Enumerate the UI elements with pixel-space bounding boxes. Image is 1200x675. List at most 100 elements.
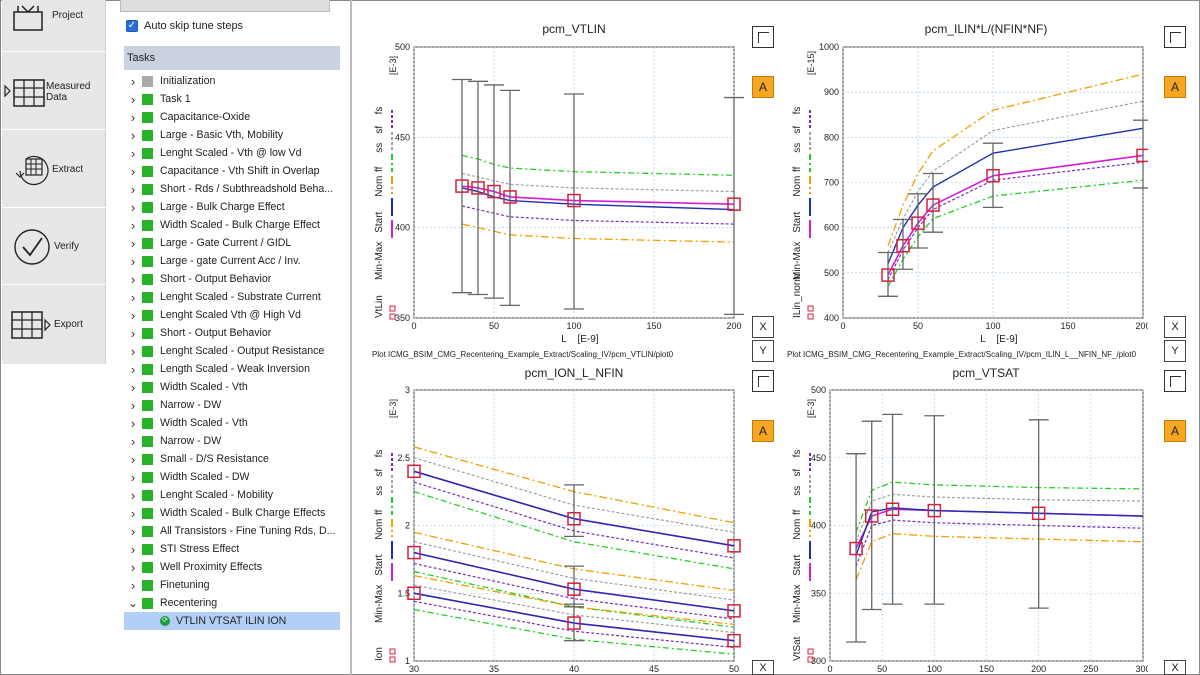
chart-ilin-norm[interactable]: 0 50 100 150 200 400 500 600 700 800 900 1000 ILin_n…	[770, 0, 1148, 364]
task-item[interactable]: › Small - D/S Resistance	[124, 450, 340, 468]
window-maximize-icon[interactable]	[1164, 370, 1186, 392]
x-axis-button[interactable]: X	[1164, 316, 1186, 338]
chevron-right-icon[interactable]: ›	[130, 235, 136, 251]
chart-vtlin[interactable]: 0 50 100 150 200 350 400 450 500 VtLin Min-Max Star…	[352, 0, 750, 364]
y-axis-button[interactable]: Y	[752, 340, 774, 362]
task-item[interactable]: ⌄ Recentering	[124, 594, 340, 612]
chevron-right-icon[interactable]: ›	[130, 253, 136, 269]
chevron-right-icon[interactable]: ›	[130, 469, 136, 485]
nav-extract-label: Extract	[52, 164, 84, 175]
chevron-right-icon[interactable]: ›	[130, 271, 136, 287]
task-item[interactable]: › Capacitance - Vth Shift in Overlap	[124, 162, 340, 180]
window-maximize-icon[interactable]	[1164, 26, 1186, 48]
chevron-right-icon[interactable]: ›	[130, 487, 136, 503]
checkbox-checked-icon[interactable]: ✓	[126, 20, 138, 32]
chevron-right-icon[interactable]: ›	[130, 199, 136, 215]
chevron-right-icon[interactable]: ›	[130, 109, 136, 125]
chevron-right-icon[interactable]: ›	[130, 145, 136, 161]
nav-extract[interactable]: Extract	[2, 131, 106, 208]
task-status-icon	[142, 435, 153, 447]
task-item[interactable]: › Large - gate Current Acc / Inv.	[124, 252, 340, 270]
task-item[interactable]: › Short - Output Behavior	[124, 270, 340, 288]
auto-scale-button[interactable]: A	[752, 76, 774, 98]
task-item[interactable]: › Large - Bulk Charge Effect	[124, 198, 340, 216]
task-item[interactable]: › All Transistors - Fine Tuning Rds, D...	[124, 522, 340, 540]
task-item-selected[interactable]: ⟳ VTLIN VTSAT ILIN ION	[124, 612, 340, 630]
chevron-right-icon[interactable]: ›	[130, 289, 136, 305]
task-item[interactable]: › Width Scaled - Vth	[124, 378, 340, 396]
task-item[interactable]: › Lenght Scaled Vth @ High Vd	[124, 306, 340, 324]
chevron-right-icon[interactable]: ›	[130, 523, 136, 539]
nav-project[interactable]: Project	[2, 0, 106, 52]
task-item[interactable]: › Finetuning	[124, 576, 340, 594]
task-item[interactable]: › Lenght Scaled - Mobility	[124, 486, 340, 504]
y-axis-button[interactable]: Y	[1164, 340, 1186, 362]
project-icon	[13, 5, 43, 31]
task-item[interactable]: › Narrow - DW	[124, 432, 340, 450]
task-item[interactable]: › Capacitance-Oxide	[124, 108, 340, 126]
y-tick-label: 450	[811, 453, 826, 463]
task-item[interactable]: › Large - Basic Vth, Mobility	[124, 126, 340, 144]
chevron-right-icon[interactable]: ›	[130, 325, 136, 341]
task-item[interactable]: › Length Scaled - Weak Inversion	[124, 360, 340, 378]
task-item[interactable]: › Well Proximity Effects	[124, 558, 340, 576]
task-item[interactable]: › Width Scaled - Vth	[124, 414, 340, 432]
auto-scale-button[interactable]: A	[1164, 76, 1186, 98]
chevron-right-icon[interactable]: ›	[130, 559, 136, 575]
nav-export[interactable]: Export	[2, 286, 106, 364]
chevron-right-icon[interactable]: ›	[130, 181, 136, 197]
task-item[interactable]: › Large - Gate Current / GIDL	[124, 234, 340, 252]
chevron-right-icon[interactable]: ›	[130, 127, 136, 143]
task-status-icon	[142, 273, 153, 285]
nav-measured-data[interactable]: Measured Data	[2, 54, 106, 130]
task-item[interactable]: › Lenght Scaled - Output Resistance	[124, 342, 340, 360]
chevron-right-icon[interactable]: ›	[130, 415, 136, 431]
task-item[interactable]: › Lenght Scaled - Substrate Current	[124, 288, 340, 306]
chevron-right-icon[interactable]: ›	[130, 91, 136, 107]
chevron-right-icon[interactable]: ›	[130, 361, 136, 377]
chevron-right-icon[interactable]: ›	[130, 163, 136, 179]
panel-splitter[interactable]	[350, 0, 352, 675]
task-label: Large - Gate Current / GIDL	[160, 237, 292, 249]
task-item[interactable]: › STI Stress Effect	[124, 540, 340, 558]
auto-skip-checkbox[interactable]: ✓ Auto skip tune steps	[126, 20, 243, 32]
task-item[interactable]: › Width Scaled - Bulk Charge Effects	[124, 504, 340, 522]
chevron-right-icon[interactable]: ›	[130, 217, 136, 233]
chevron-right-icon[interactable]: ›	[130, 505, 136, 521]
chevron-right-icon[interactable]: ›	[130, 541, 136, 557]
task-item[interactable]: › Width Scaled - DW	[124, 468, 340, 486]
x-axis-button[interactable]: X	[752, 660, 774, 675]
chart-vtsat[interactable]: 0 50 100 150 200 250 300 300 350 400 450 500 VtSat Mi…	[770, 364, 1148, 675]
task-item[interactable]: › Initialization	[124, 72, 340, 90]
chevron-right-icon[interactable]: ›	[130, 73, 136, 89]
task-item[interactable]: › Lenght Scaled - Vth @ low Vd	[124, 144, 340, 162]
task-item[interactable]: › Narrow - DW	[124, 396, 340, 414]
chevron-right-icon[interactable]: ›	[130, 379, 136, 395]
x-tick-label: 45	[649, 664, 659, 674]
toolbar-strip[interactable]	[120, 0, 330, 12]
task-label: Capacitance - Vth Shift in Overlap	[160, 165, 320, 177]
task-item[interactable]: › Short - Rds / Subthreadshold Beha...	[124, 180, 340, 198]
chevron-right-icon[interactable]: ›	[130, 307, 136, 323]
window-maximize-icon[interactable]	[752, 370, 774, 392]
export-grid-icon	[11, 311, 51, 339]
x-axis-button[interactable]: X	[752, 316, 774, 338]
task-item[interactable]: › Task 1	[124, 90, 340, 108]
chevron-right-icon[interactable]: ›	[130, 451, 136, 467]
data-marker	[896, 238, 910, 253]
task-item[interactable]: › Width Scaled - Bulk Charge Effect	[124, 216, 340, 234]
window-maximize-icon[interactable]	[752, 26, 774, 48]
chevron-right-icon[interactable]: ›	[130, 433, 136, 449]
task-item[interactable]: › Short - Output Behavior	[124, 324, 340, 342]
chart-ion[interactable]: 30 35 40 45 50 1 1.5 2 2.5 3 Ion Min-Max Start Nom ff s…	[352, 364, 750, 675]
chevron-right-icon[interactable]: ›	[130, 577, 136, 593]
nav-verify[interactable]: Verify	[2, 209, 106, 285]
auto-scale-button[interactable]: A	[752, 420, 774, 442]
auto-scale-button[interactable]: A	[1164, 420, 1186, 442]
chevron-down-icon[interactable]: ⌄	[127, 596, 139, 610]
chevron-right-icon[interactable]: ›	[130, 343, 136, 359]
x-axis-button[interactable]: X	[1164, 660, 1186, 675]
data-marker	[881, 268, 895, 282]
task-label: Width Scaled - Bulk Charge Effect	[160, 219, 320, 231]
chevron-right-icon[interactable]: ›	[130, 397, 136, 413]
